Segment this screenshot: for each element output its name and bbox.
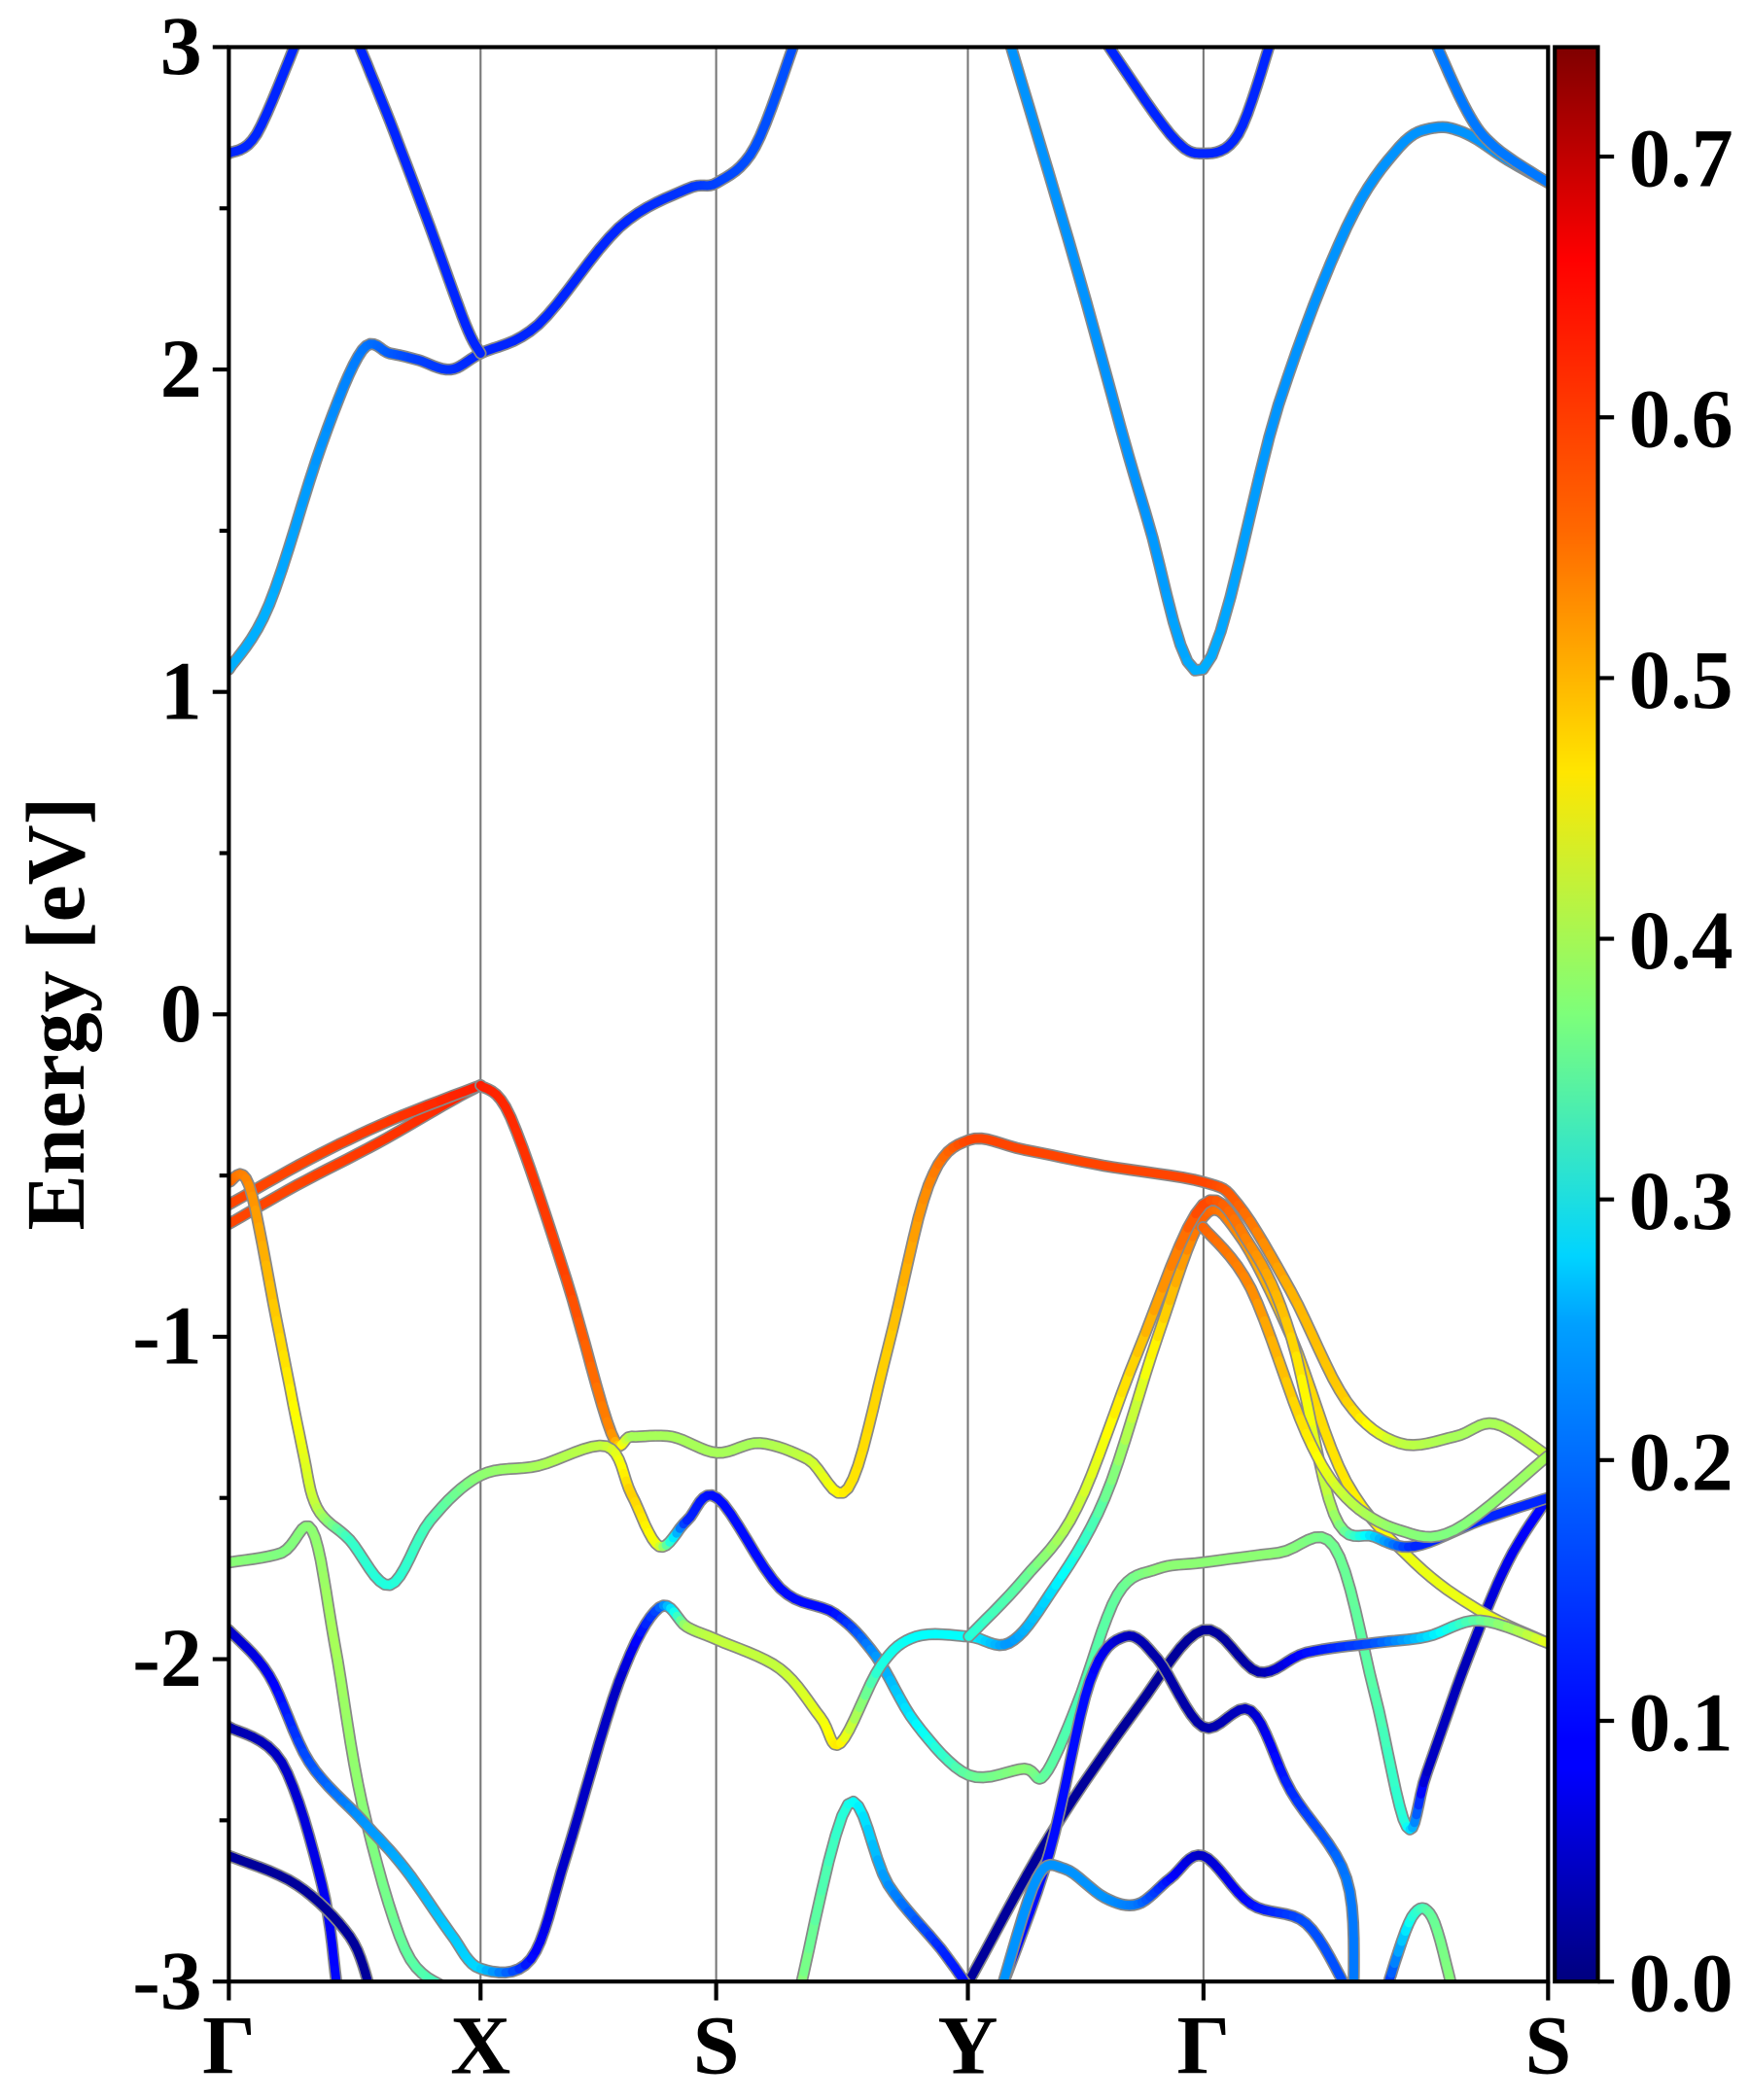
band-21	[1382, 1902, 1457, 1982]
band-segment	[365, 1979, 372, 1982]
band-segment	[1044, 168, 1064, 211]
band-6	[1430, 47, 1549, 189]
band-outline	[228, 47, 800, 676]
x-tick-label: Γ	[1177, 1999, 1231, 2091]
y-tick-label: 3	[160, 0, 202, 92]
band-segment	[440, 1980, 444, 1982]
colorbar-tick-label: 0.5	[1628, 634, 1732, 726]
band-segment	[474, 347, 485, 358]
band-segment	[1081, 295, 1100, 335]
band-segment	[1017, 77, 1034, 114]
band-17	[997, 1849, 1350, 1982]
band-segment	[1064, 234, 1082, 274]
y-tick-label: -3	[132, 1935, 202, 2027]
band-segment	[1025, 104, 1044, 145]
band-segment	[1216, 592, 1236, 636]
band-13	[962, 1194, 1549, 1643]
band-1	[228, 47, 800, 676]
band-19	[228, 1849, 374, 1982]
colorbar-axis: 0.0 0.1 0.2 0.3 0.4 0.5 0.6 0.7	[1597, 113, 1733, 2030]
x-tick-label: Γ	[202, 1999, 256, 2091]
band-20	[795, 1795, 972, 1982]
band-10	[228, 1168, 1549, 1836]
band-segment	[804, 1916, 820, 1954]
band-segment	[810, 1886, 826, 1926]
bands	[228, 47, 1549, 1982]
band-8	[228, 1079, 487, 1211]
band-5	[1102, 47, 1276, 160]
colorbar-tick-label: 0.4	[1628, 894, 1732, 987]
band-segment	[1124, 452, 1142, 490]
band-segment	[1282, 347, 1301, 383]
colorbar-tick-label: 0.6	[1628, 373, 1732, 466]
colorbar-tick-label: 0.3	[1628, 1155, 1732, 1247]
y-tick-label: -2	[132, 1612, 202, 1704]
y-tick-label: 0	[160, 967, 202, 1060]
band-segment	[434, 1978, 444, 1982]
x-tick-label: S	[693, 1999, 740, 2091]
band-outline	[1102, 47, 1276, 160]
band-segment	[1236, 511, 1255, 563]
band-segment	[1155, 562, 1172, 600]
band-segment	[823, 1831, 840, 1867]
band-segment	[1054, 201, 1073, 244]
band-segment	[1072, 264, 1091, 304]
band-outline	[795, 1795, 972, 1982]
band-segment	[1265, 400, 1283, 441]
colorbar-tick-label: 0.7	[1628, 113, 1732, 205]
high-symmetry-lines	[479, 47, 1205, 1982]
band-segment	[1140, 507, 1158, 542]
band-segment	[1162, 590, 1178, 627]
band-segment	[1090, 326, 1108, 368]
band-segment	[1107, 390, 1125, 432]
band-segment	[1115, 422, 1134, 462]
band-9	[474, 1079, 1549, 1499]
band-18	[228, 1720, 343, 1982]
x-tick-label: S	[1524, 1999, 1571, 2091]
band-segment	[1302, 1399, 1317, 1434]
band-segment	[1207, 626, 1226, 661]
band-segment	[1133, 480, 1150, 516]
band-segment	[1034, 135, 1054, 178]
band-14	[1197, 1220, 1549, 1544]
colorbar-tick-label: 0.0	[1628, 1938, 1732, 2030]
band-segment	[1148, 533, 1165, 572]
band-segment	[1274, 373, 1292, 409]
band-3	[228, 47, 301, 160]
band-outline	[1430, 47, 1549, 189]
colorbar-tick-label: 0.1	[1628, 1676, 1732, 1768]
band-segment	[817, 1857, 833, 1896]
band-2	[353, 47, 487, 360]
band-16	[998, 1629, 1360, 1982]
x-tick-label: Y	[938, 1999, 998, 2091]
band-segment	[1099, 358, 1117, 400]
band-outline	[228, 1849, 374, 1982]
colorbar	[1553, 45, 1600, 1984]
plot-frame	[227, 45, 1551, 1984]
band-outline	[1197, 1220, 1549, 1544]
y-tick-label: 1	[160, 645, 202, 737]
y-tick-label: -1	[132, 1290, 202, 1382]
y-tick-label: 2	[160, 323, 202, 415]
band-segment	[1245, 470, 1265, 521]
y-axis-title: Energy [eV]	[10, 797, 102, 1231]
band-segment	[1255, 432, 1275, 479]
band-segment	[1226, 553, 1245, 602]
colorbar-tick-label: 0.2	[1628, 1416, 1732, 1508]
band-4	[1004, 47, 1549, 677]
y-axis: -3 -2 -1 0 1 2 3	[132, 0, 229, 2027]
x-tick-label: X	[450, 1999, 510, 2091]
